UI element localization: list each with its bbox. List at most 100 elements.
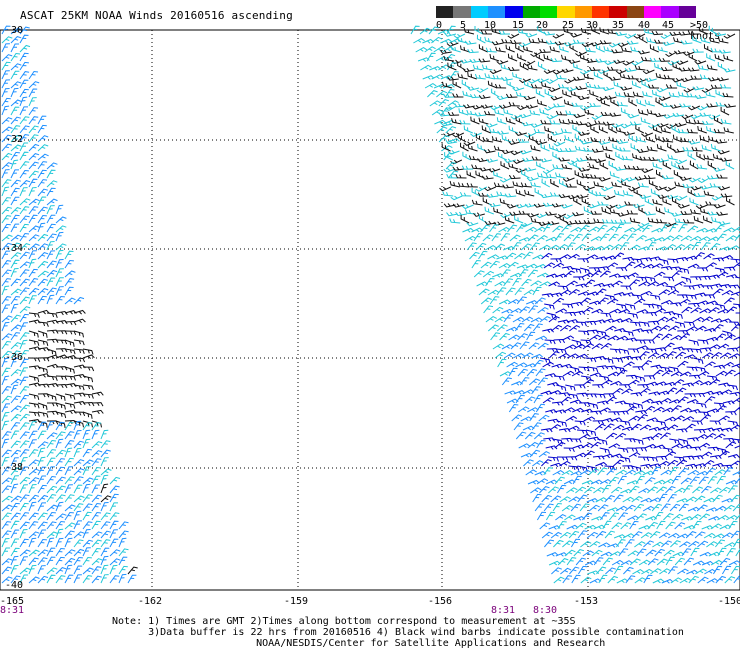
wind-barb [682,416,695,422]
wind-barb [621,46,632,53]
wind-barb [10,314,21,323]
wind-barb [583,450,595,458]
wind-barb [532,254,545,260]
wind-barb [716,174,728,179]
wind-barb [706,53,716,62]
wind-barb [680,210,692,216]
wind-barb [549,119,561,125]
wind-barb [568,496,580,503]
wind-barb [590,124,600,134]
wind-barb [585,357,597,363]
wind-barb [109,512,120,521]
wind-barb [671,212,683,217]
wind-barb [19,278,30,287]
wind-barb [55,286,64,296]
wind-barb [544,339,556,345]
wind-barb [703,460,715,467]
wind-barb [551,203,564,208]
wind-barb [669,503,681,512]
footnotes: Note: 1) Times are GMT 2)Times along bot… [112,616,684,649]
wind-barb [629,321,641,327]
wind-barb [674,122,687,128]
wind-barb [474,26,484,35]
wind-barb [662,197,672,206]
wind-barb [625,575,636,584]
wind-barb [91,458,102,467]
wind-barb [563,27,574,35]
wind-barb [19,151,29,161]
wind-barb [55,494,66,503]
wind-barb [733,406,740,413]
wind-barb [655,381,668,386]
wind-barb [46,241,55,251]
wind-barb [726,514,738,521]
wind-barb [590,137,602,143]
wind-barb [660,469,673,476]
wind-barb [28,268,38,278]
wind-barb [623,131,635,136]
wind-barb [450,159,463,165]
wind-barb [619,456,631,463]
wind-barb [533,359,544,368]
wind-barb [100,440,111,449]
wind-barb [480,297,492,305]
wind-barb [440,49,452,55]
wind-barb [565,242,576,251]
wind-barb [700,451,713,458]
wind-barb [632,153,642,161]
wind-barb [10,457,19,467]
wind-barb [10,303,19,314]
wind-barb [625,374,638,380]
wind-barb [28,484,37,494]
wind-barb [82,539,94,548]
wind-barb [519,62,529,71]
wind-barb [624,33,637,39]
wind-barb [688,105,701,111]
wind-barb [728,560,740,566]
wind-barb [598,177,611,182]
wind-barb [658,493,668,503]
wind-barb [460,45,470,53]
wind-barb [717,547,727,557]
wind-barb [100,547,110,557]
wind-barb [579,433,591,440]
wind-barb [477,192,490,197]
wind-barb [699,347,712,352]
wind-barb [490,332,500,341]
wind-barb [73,318,86,324]
wind-barb [444,152,454,161]
wind-barb [682,455,695,460]
wind-barb [1,169,10,179]
wind-barb [37,206,48,215]
wind-barb [689,160,699,170]
wind-barb [720,157,732,162]
wind-barb [650,432,663,440]
wind-barb [678,438,689,446]
wind-barb [672,112,685,117]
wind-barb [497,358,507,368]
wind-barb [568,59,581,64]
wind-barb [658,57,671,62]
wind-barb [685,463,698,469]
wind-barb [625,177,638,182]
wind-barb [695,204,708,209]
wind-barb [710,47,722,53]
wind-barb [109,564,118,575]
wind-barb [622,190,634,197]
wind-barb [37,295,47,305]
wind-barb [28,187,37,197]
wind-barb [73,357,86,363]
wind-barb [613,459,625,467]
wind-barb [19,313,29,323]
scale-swatch [557,6,575,18]
wind-barb [447,111,460,116]
wind-barb [703,44,713,53]
wind-barb [535,140,548,145]
wind-barb [10,288,22,296]
wind-barb [547,382,560,387]
wind-barb [696,267,709,272]
wind-barb [522,389,535,395]
wind-barb [545,173,557,179]
wind-barb [1,61,11,71]
wind-barb [91,511,102,521]
